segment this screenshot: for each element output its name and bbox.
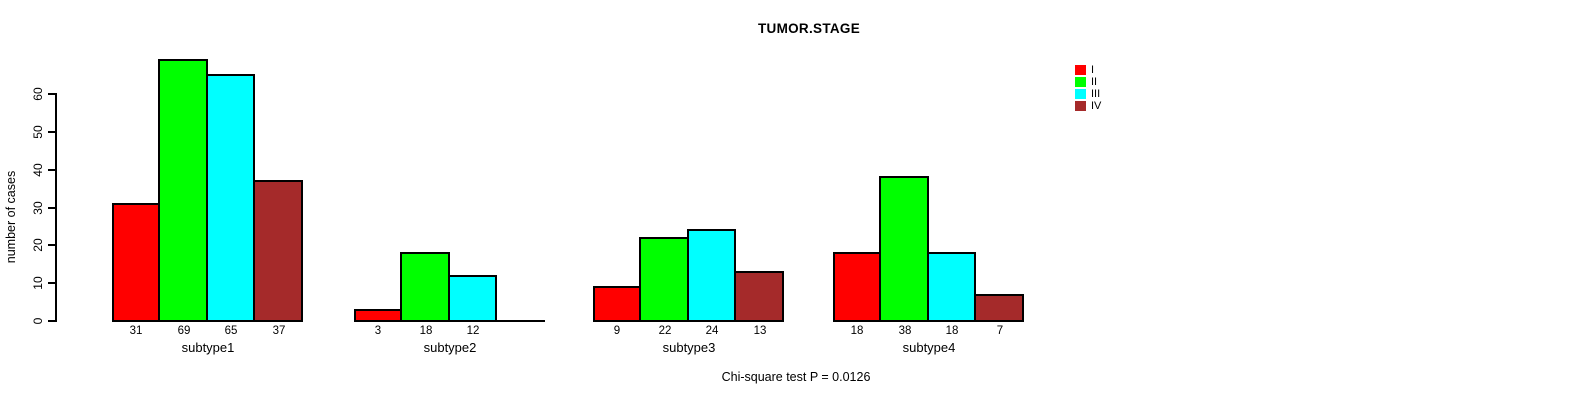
legend-item-II: II (1075, 76, 1101, 88)
legend-swatch-II (1075, 77, 1086, 87)
bar-subtype4-stage-IV (974, 294, 1024, 322)
bar-count-label: 38 (898, 325, 912, 337)
legend-label-I: I (1091, 63, 1095, 76)
bar-subtype3-stage-I (593, 286, 641, 322)
bar-subtype1-stage-II (158, 59, 208, 322)
y-axis-tick (48, 169, 55, 171)
legend: I II III IV (1075, 64, 1101, 112)
bar-count-label: 69 (177, 325, 191, 337)
y-axis-tick-label: 40 (31, 163, 45, 177)
y-axis-tick (48, 244, 55, 246)
y-axis-tick (48, 131, 55, 133)
legend-item-IV: IV (1075, 100, 1101, 112)
bar-subtype1-stage-IV (253, 180, 303, 322)
legend-item-III: III (1075, 88, 1101, 100)
category-label-subtype3: subtype3 (662, 340, 716, 355)
legend-swatch-III (1075, 89, 1086, 99)
y-axis-tick-label: 20 (31, 238, 45, 252)
bar-subtype2-stage-IV (497, 320, 545, 322)
bar-count-label: 65 (224, 325, 238, 337)
bar-subtype3-stage-IV (734, 271, 784, 322)
bar-count-label: 13 (753, 325, 767, 337)
y-axis-tick-label: 60 (31, 87, 45, 101)
chi-square-note: Chi-square test P = 0.0126 (721, 370, 871, 384)
y-axis-tick-label: 0 (31, 317, 45, 325)
bar-subtype2-stage-III (448, 275, 497, 322)
bar-subtype3-stage-II (639, 237, 689, 322)
bar-subtype1-stage-I (112, 203, 160, 322)
y-axis-tick-label: 10 (31, 276, 45, 290)
y-axis-tick-label: 30 (31, 201, 45, 215)
bar-subtype2-stage-II (400, 252, 450, 322)
bar-count-label: 18 (850, 325, 864, 337)
y-axis-tick (48, 207, 55, 209)
legend-item-I: I (1075, 64, 1101, 76)
category-label-subtype1: subtype1 (181, 340, 235, 355)
bar-count-label: 3 (374, 325, 382, 337)
legend-swatch-IV (1075, 101, 1086, 111)
category-label-subtype2: subtype2 (423, 340, 477, 355)
bar-count-label: 37 (272, 325, 286, 337)
bar-count-label: 31 (129, 325, 143, 337)
bar-subtype1-stage-III (206, 74, 255, 322)
category-label-subtype4: subtype4 (902, 340, 956, 355)
bar-count-label: 24 (705, 325, 719, 337)
bar-count-label: 22 (658, 325, 672, 337)
bar-count-label: 9 (613, 325, 621, 337)
y-axis-tick-label: 50 (31, 125, 45, 139)
bar-count-label: 18 (945, 325, 959, 337)
bar-count-label: 18 (419, 325, 433, 337)
bar-subtype4-stage-I (833, 252, 881, 322)
y-axis-tick (48, 93, 55, 95)
y-axis-tick (48, 282, 55, 284)
y-axis-line (55, 93, 57, 322)
legend-label-IV: IV (1091, 99, 1102, 112)
bar-subtype2-stage-I (354, 309, 402, 322)
bar-subtype4-stage-II (879, 176, 929, 322)
bar-subtype4-stage-III (927, 252, 976, 322)
chart-title: TUMOR.STAGE (757, 21, 861, 36)
legend-label-III: III (1091, 87, 1101, 100)
bar-subtype3-stage-III (687, 229, 736, 322)
legend-label-II: II (1091, 75, 1098, 88)
legend-swatch-I (1075, 65, 1086, 75)
y-axis-label: number of cases (4, 170, 18, 264)
bar-count-label: 7 (996, 325, 1004, 337)
y-axis-tick (48, 320, 55, 322)
bar-count-label: 12 (466, 325, 480, 337)
